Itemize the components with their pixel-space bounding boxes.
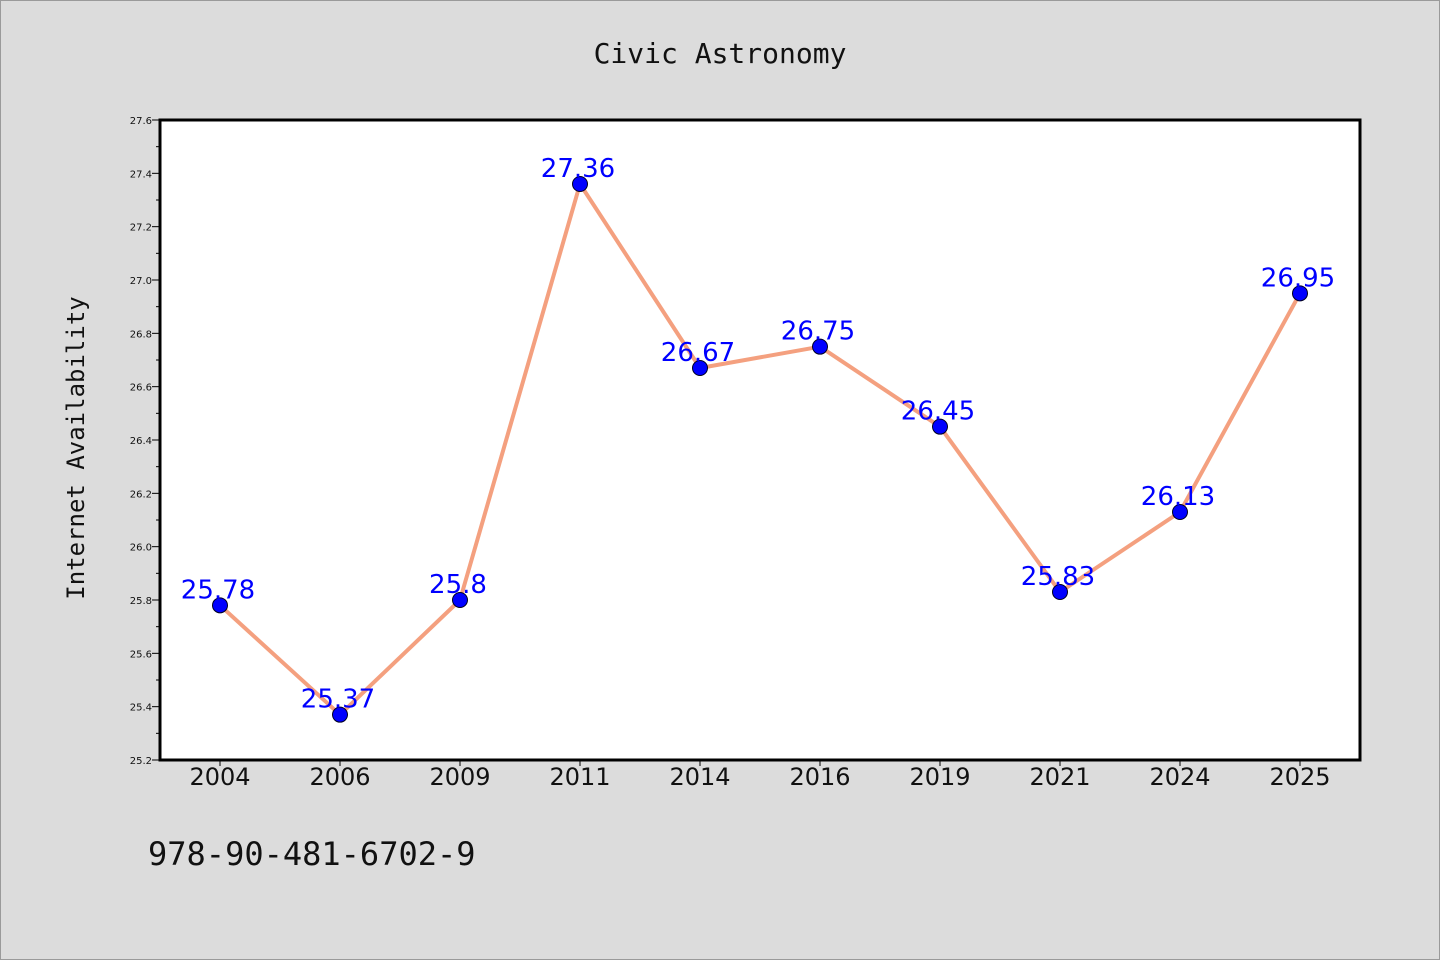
y-tick-label: 26.2	[130, 489, 152, 500]
y-axis-label: Internet Availability	[62, 296, 90, 599]
footer-code: 978-90-481-6702-9	[148, 835, 476, 873]
data-point-marker	[212, 597, 228, 614]
data-point-marker	[1172, 504, 1188, 520]
y-tick-label: 27.6	[130, 116, 152, 127]
x-tick-label: 2024	[1149, 763, 1210, 791]
data-point-marker	[452, 592, 468, 608]
data-label: 27.36	[541, 154, 615, 184]
y-axis-ticks: 25.2 25.4 25.6 25.8 26.0 26.2 26.4 26.6 26.8 27.0…	[130, 116, 160, 767]
x-tick-label: 2021	[1029, 763, 1090, 791]
data-label: 25.83	[1021, 562, 1095, 592]
series-line-group	[212, 176, 1308, 723]
data-point-marker	[692, 360, 708, 376]
y-tick-label: 27.4	[130, 169, 152, 180]
data-label: 26.67	[661, 338, 735, 368]
data-label: 25.37	[301, 685, 375, 715]
data-label-group: 25.78 25.37 25.8 27.36 26.67 26.75 26.45 25.83 2…	[181, 154, 1335, 715]
data-point-marker	[572, 176, 588, 192]
y-tick-label: 26.4	[130, 436, 152, 447]
y-tick-label: 26.6	[130, 383, 152, 394]
data-label: 26.13	[1141, 482, 1215, 512]
data-label: 26.75	[781, 317, 855, 347]
x-tick-label: 2009	[429, 763, 490, 791]
data-label: 25.78	[181, 575, 255, 605]
chart-title: Civic Astronomy	[594, 37, 847, 70]
x-tick-label: 2025	[1269, 763, 1330, 791]
y-tick-label: 25.2	[130, 756, 152, 767]
data-point-marker	[1052, 584, 1068, 600]
y-tick-label: 27.2	[130, 223, 152, 234]
x-tick-label: 2014	[669, 763, 730, 791]
data-label: 26.95	[1261, 263, 1335, 293]
y-tick-label: 25.6	[130, 649, 152, 660]
y-tick-label: 26.8	[130, 329, 152, 340]
data-point-marker	[932, 418, 948, 435]
y-tick-label: 25.8	[130, 596, 152, 607]
data-point-marker	[332, 706, 348, 723]
x-tick-label: 2016	[789, 763, 850, 791]
y-tick-label: 27.0	[130, 276, 152, 287]
x-tick-label: 2006	[309, 763, 370, 791]
y-tick-label: 26.0	[130, 543, 152, 554]
x-tick-label: 2011	[549, 763, 610, 791]
data-label: 26.45	[901, 397, 975, 427]
x-tick-label: 2019	[909, 763, 970, 791]
series-line	[218, 182, 1302, 717]
y-tick-label: 25.4	[130, 703, 152, 714]
plot-area	[158, 118, 1362, 762]
data-point-marker	[1292, 285, 1308, 302]
data-point-marker	[812, 338, 828, 355]
x-axis-ticks: 2004 2006 2009 2011 2014 2016 2019 2021 2024 2025	[189, 760, 1331, 791]
data-label: 25.8	[429, 570, 487, 600]
x-tick-label: 2004	[189, 763, 250, 791]
